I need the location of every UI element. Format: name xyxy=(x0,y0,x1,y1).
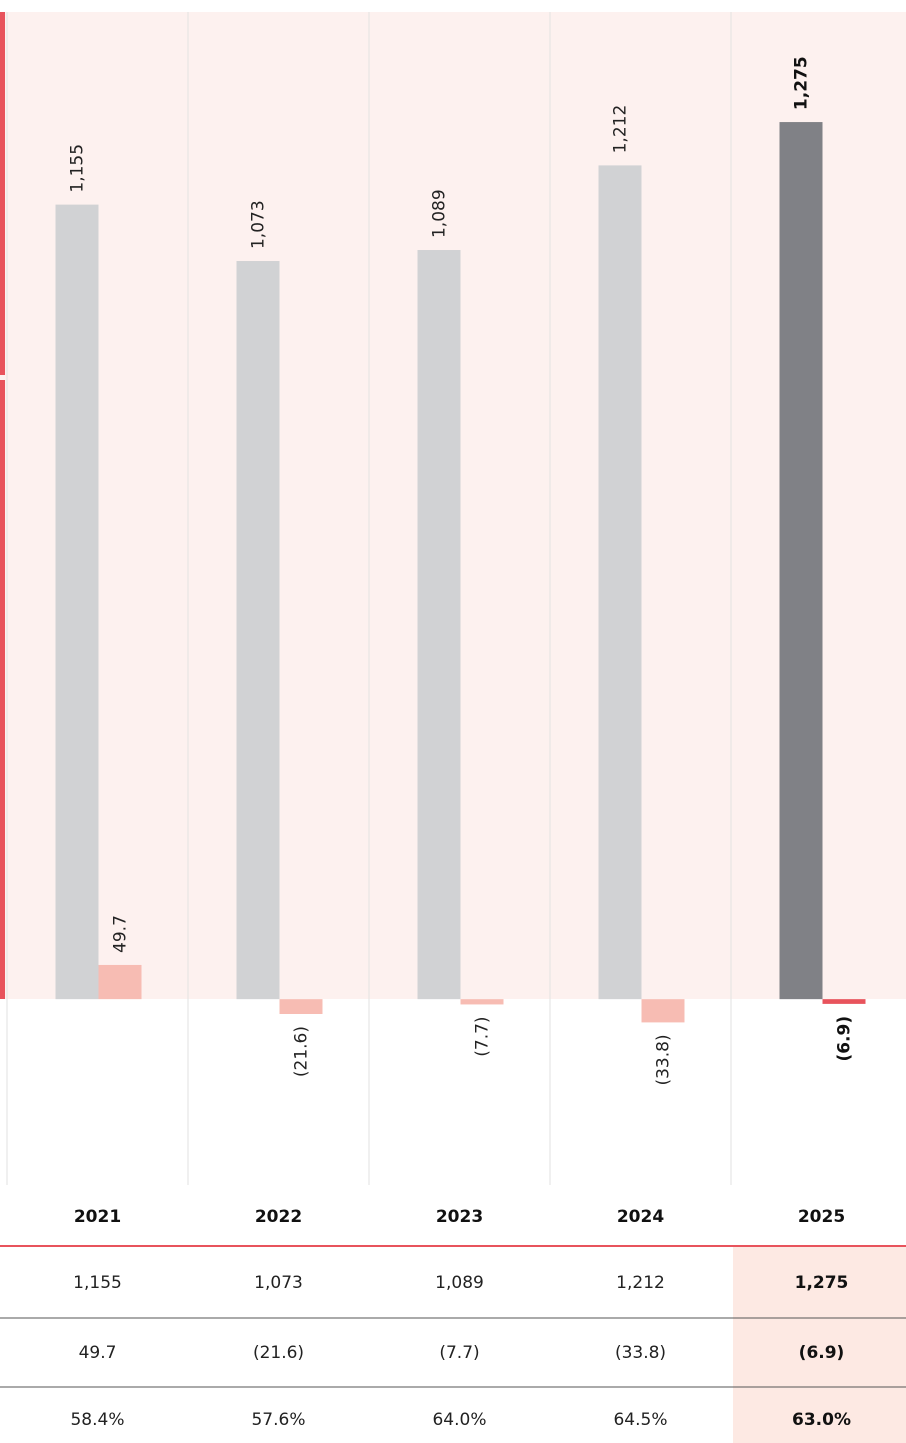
x-tick-label: 2024 xyxy=(617,1207,664,1227)
bar xyxy=(98,964,142,1000)
bar xyxy=(55,204,99,1000)
table-cell: (6.9) xyxy=(799,1343,845,1363)
bar xyxy=(641,999,685,1023)
value-label: (6.9) xyxy=(835,1016,855,1062)
bar xyxy=(822,999,866,1004)
value-label: 1,089 xyxy=(430,189,450,238)
x-tick-label: 2021 xyxy=(74,1207,121,1227)
value-label: (7.7) xyxy=(473,1016,493,1056)
x-tick-label: 2023 xyxy=(436,1207,483,1227)
table-cell: 1,089 xyxy=(435,1273,484,1293)
bar xyxy=(236,261,280,1000)
table-cell: 64.0% xyxy=(432,1410,486,1430)
table-cell: 64.5% xyxy=(613,1410,667,1430)
highlight-cell xyxy=(733,1247,906,1443)
bar xyxy=(460,999,504,1005)
x-tick-label: 2022 xyxy=(255,1207,302,1227)
x-tick-label: 2025 xyxy=(798,1207,845,1227)
table-cell: 1,073 xyxy=(254,1273,303,1293)
bar xyxy=(598,165,642,1000)
value-label: (33.8) xyxy=(654,1034,674,1085)
bar xyxy=(279,999,323,1015)
value-label: 49.7 xyxy=(111,915,131,953)
bar xyxy=(779,122,823,1000)
table-cell: 58.4% xyxy=(70,1410,124,1430)
table-cell: (21.6) xyxy=(253,1343,304,1363)
value-label: (21.6) xyxy=(292,1026,312,1077)
table-cell: 1,212 xyxy=(616,1273,665,1293)
value-label: 1,155 xyxy=(68,144,88,193)
table-cell: 57.6% xyxy=(251,1410,305,1430)
bar xyxy=(417,250,461,1000)
table-cell: (7.7) xyxy=(439,1343,479,1363)
left-accent xyxy=(0,380,5,999)
left-accent xyxy=(0,12,5,375)
value-label: 1,073 xyxy=(249,200,269,249)
value-label: 1,212 xyxy=(611,105,631,154)
table-cell: 49.7 xyxy=(79,1343,117,1363)
table-cell: 63.0% xyxy=(792,1410,851,1430)
table-cell: 1,155 xyxy=(73,1273,122,1293)
table-cell: (33.8) xyxy=(615,1343,666,1363)
table-cell: 1,275 xyxy=(795,1273,849,1293)
value-label: 1,275 xyxy=(792,56,812,110)
